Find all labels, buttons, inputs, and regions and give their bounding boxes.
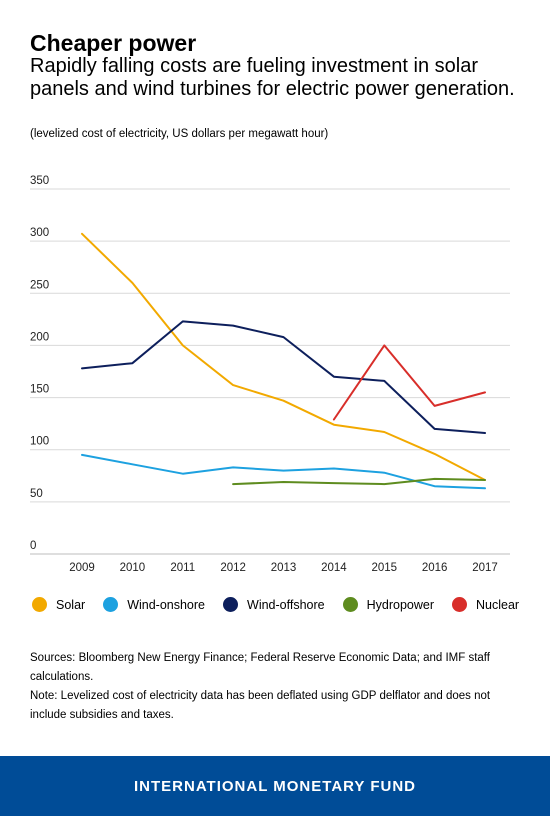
x-axis-ticks: 2009 2010 2011 2012 2013 2014 2015 2016 2017 bbox=[69, 562, 498, 574]
legend-item-wind-offshore[interactable]: Wind-offshore bbox=[223, 597, 325, 612]
chart-subtitle: Rapidly falling costs are fueling invest… bbox=[30, 55, 515, 100]
legend-swatch-hydropower bbox=[342, 597, 358, 612]
legend-swatch-nuclear bbox=[452, 597, 467, 612]
x-tick-label: 2016 bbox=[422, 562, 448, 574]
y-tick-label: 0 bbox=[30, 540, 36, 552]
note-text: Note: Levelized cost of electricity data… bbox=[30, 690, 491, 721]
chart-title: Cheaper power bbox=[30, 30, 197, 56]
legend-label-wind-onshore: Wind-onshore bbox=[127, 597, 206, 612]
org-name: INTERNATIONAL MONETARY FUND bbox=[134, 777, 416, 795]
x-tick-label: 2015 bbox=[371, 562, 397, 574]
y-tick-label: 350 bbox=[30, 175, 49, 187]
legend-label-nuclear: Nuclear bbox=[476, 597, 520, 612]
grid-lines bbox=[30, 188, 510, 555]
legend: Solar Wind-onshore Wind-offshore Hydropo… bbox=[32, 597, 519, 612]
legend-swatch-wind-offshore bbox=[223, 597, 239, 612]
legend-swatch-wind-onshore bbox=[103, 597, 119, 612]
notes: Sources: Bloomberg New Energy Finance; F… bbox=[30, 649, 520, 725]
y-tick-label: 150 bbox=[30, 384, 49, 396]
x-tick-label: 2010 bbox=[120, 562, 146, 574]
legend-label-wind-offshore: Wind-offshore bbox=[247, 597, 325, 612]
legend-item-hydropower[interactable]: Hydropower bbox=[342, 597, 434, 612]
series-line-hydropower bbox=[232, 477, 486, 486]
sources-text: Sources: Bloomberg New Energy Finance; F… bbox=[30, 652, 490, 683]
x-tick-label: 2017 bbox=[472, 562, 498, 574]
legend-item-nuclear[interactable]: Nuclear bbox=[452, 597, 519, 612]
x-tick-label: 2012 bbox=[220, 562, 246, 574]
footer-banner: INTERNATIONAL MONETARY FUND bbox=[0, 756, 550, 816]
series-line-nuclear bbox=[332, 344, 486, 421]
units-label: (levelized cost of electricity, US dolla… bbox=[30, 128, 329, 140]
y-tick-label: 50 bbox=[30, 488, 43, 500]
series-lines bbox=[81, 232, 486, 490]
y-tick-label: 200 bbox=[30, 331, 49, 343]
y-axis-ticks: 0 50 100 150 200 250 300 350 bbox=[30, 175, 49, 552]
y-tick-label: 100 bbox=[30, 436, 49, 448]
x-tick-label: 2011 bbox=[170, 562, 195, 574]
y-tick-label: 250 bbox=[30, 279, 49, 291]
x-tick-label: 2009 bbox=[69, 562, 95, 574]
legend-label-solar: Solar bbox=[56, 597, 86, 612]
series-line-wind-offshore bbox=[81, 320, 486, 434]
legend-item-wind-onshore[interactable]: Wind-onshore bbox=[103, 597, 205, 612]
x-tick-label: 2014 bbox=[321, 562, 347, 574]
legend-label-hydropower: Hydropower bbox=[366, 597, 434, 612]
legend-item-solar[interactable]: Solar bbox=[32, 597, 85, 612]
y-tick-label: 300 bbox=[30, 227, 49, 239]
legend-swatch-solar bbox=[32, 597, 47, 612]
series-line-wind-onshore bbox=[81, 453, 486, 490]
x-tick-label: 2013 bbox=[271, 562, 297, 574]
series-line-solar bbox=[81, 232, 486, 481]
